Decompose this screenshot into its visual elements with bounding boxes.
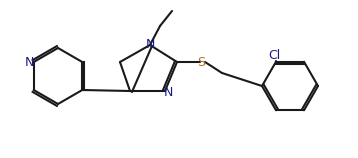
- Text: N: N: [145, 37, 155, 51]
- Text: Cl: Cl: [268, 49, 280, 62]
- Text: S: S: [197, 55, 205, 69]
- Text: N: N: [163, 85, 173, 98]
- Text: N: N: [25, 55, 34, 69]
